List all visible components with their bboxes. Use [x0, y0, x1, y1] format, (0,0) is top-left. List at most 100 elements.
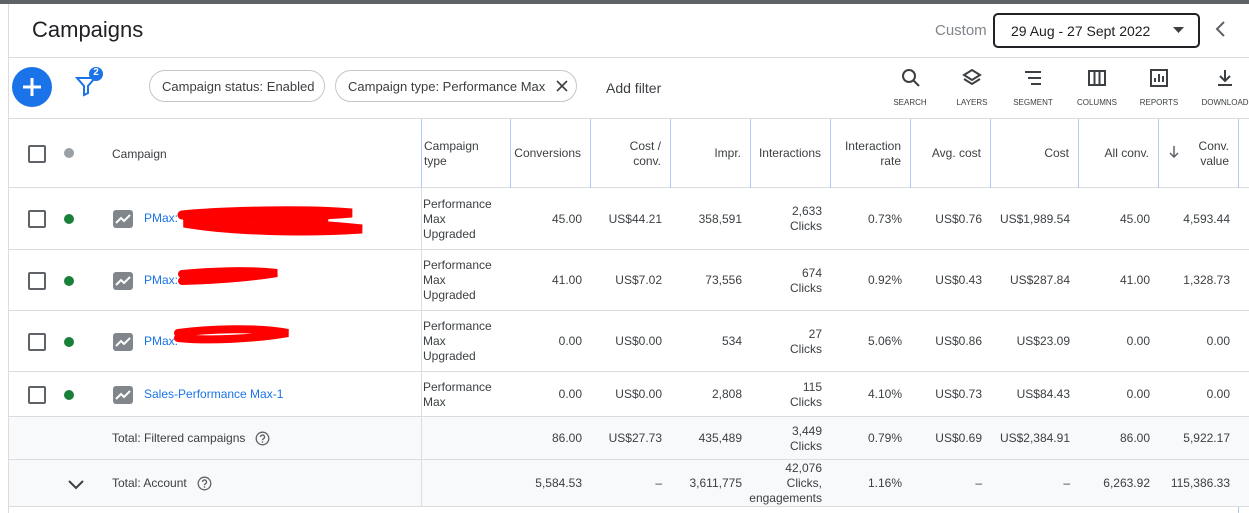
- back-button[interactable]: [1213, 20, 1227, 38]
- tool-button[interactable]: SEARCH: [880, 68, 940, 107]
- header-label: Impr.: [714, 146, 741, 160]
- metric-value: –: [975, 476, 982, 490]
- campaign-row: [9, 372, 1249, 417]
- metric-value: 45.00: [551, 211, 582, 226]
- column-header[interactable]: Interactions: [753, 119, 821, 188]
- column-header[interactable]: Impr.: [673, 119, 741, 188]
- metric-value: 0.00: [1206, 387, 1230, 401]
- checkbox[interactable]: [28, 332, 46, 351]
- column-header[interactable]: Interaction rate: [833, 119, 901, 188]
- header-label: Conversions: [514, 146, 581, 160]
- metric-cell: 3,449 Clicks: [750, 417, 822, 460]
- header-label: Campaign type: [424, 138, 479, 168]
- metric-value: 0.92%: [867, 273, 902, 287]
- column-header[interactable]: Conversions: [513, 119, 581, 188]
- metric-cell: US$44.21: [590, 188, 662, 250]
- metric-value: 5.06%: [867, 334, 902, 348]
- column-separator: [830, 119, 831, 188]
- metric-cell: US$0.73: [910, 372, 982, 417]
- metric-cell: 0.79%: [830, 417, 902, 460]
- tool-label: SEARCH: [893, 98, 927, 107]
- metric-cell: 115,386.33: [1158, 460, 1230, 507]
- metric-cell: 115 Clicks: [750, 372, 822, 417]
- header-label: Conv. value: [1198, 138, 1229, 168]
- header-label: Cost / conv.: [629, 138, 661, 168]
- metric-cell: 4,593.44: [1158, 188, 1230, 250]
- checkbox[interactable]: [28, 385, 46, 404]
- metric-value: 0.00: [1206, 334, 1230, 348]
- filter-count: 2: [93, 67, 99, 78]
- metric-cell: 45.00: [1078, 188, 1150, 250]
- metric-line: 42,076: [785, 461, 822, 475]
- metric-cell: 0.00: [1078, 372, 1150, 417]
- checkbox[interactable]: [28, 210, 46, 228]
- campaign-name[interactable]: Sales-Performance Max-1: [144, 386, 284, 401]
- filter-button[interactable]: [74, 66, 108, 100]
- tool-button[interactable]: REPORTS: [1129, 68, 1189, 107]
- campaign-name[interactable]: PMax:: [144, 272, 179, 287]
- metric-cell: 2,633 Clicks: [750, 188, 822, 250]
- tool-button[interactable]: SEGMENT: [1003, 68, 1063, 107]
- tool-button[interactable]: DOWNLOAD: [1195, 68, 1249, 107]
- column-header[interactable]: Campaign: [112, 147, 167, 161]
- header-label: Interactions: [758, 146, 821, 160]
- metric-cell: US$0.86: [910, 311, 982, 372]
- tool-button[interactable]: LAYERS: [942, 68, 1002, 107]
- column-separator: [421, 119, 422, 188]
- column-header[interactable]: Conv. value: [1161, 119, 1229, 188]
- tool-label: DOWNLOAD: [1201, 98, 1249, 107]
- metric-cell: –: [590, 460, 662, 507]
- divider: [9, 118, 1249, 119]
- metric-value: US$0.00: [615, 387, 662, 401]
- metric-value: US$0.69: [935, 431, 982, 445]
- campaign-name[interactable]: PMax:: [144, 333, 179, 348]
- metric-value: US$2,384.91: [999, 431, 1070, 445]
- campaign-icon-svg: [113, 385, 133, 404]
- metric-cell: 0.00: [1158, 311, 1230, 372]
- metric-line: Clicks,: [786, 476, 822, 490]
- metric-value: 0.73%: [867, 211, 902, 226]
- campaign-name[interactable]: PMax:: [144, 211, 179, 225]
- metric-line: 2,633: [791, 204, 822, 218]
- tool-button[interactable]: COLUMNS: [1067, 68, 1127, 107]
- checkbox[interactable]: [28, 271, 46, 290]
- metric-cell: US$27.73: [590, 417, 662, 460]
- column-separator: [421, 188, 422, 250]
- column-header[interactable]: Cost: [993, 119, 1069, 188]
- metric-line: 3,449: [791, 423, 822, 438]
- metric-cell: 42,076 Clicks, engagements: [749, 460, 822, 507]
- type-text: Performance Max Upgraded: [423, 319, 492, 363]
- date-picker[interactable]: 29 Aug - 27 Sept 2022: [993, 13, 1200, 48]
- campaign-icon: [113, 209, 133, 234]
- checkbox[interactable]: [28, 145, 46, 163]
- add-filter[interactable]: Add filter: [606, 80, 662, 96]
- metric-line: 27: [808, 326, 822, 341]
- metric-value: US$1,989.54: [999, 211, 1070, 226]
- help-icon: [255, 431, 270, 451]
- add-button[interactable]: [12, 67, 54, 109]
- metric-value: 0.00: [558, 387, 582, 401]
- column-header[interactable]: Campaign type: [424, 119, 501, 188]
- campaign-icon: [113, 271, 133, 296]
- header-label: All conv.: [1104, 146, 1149, 160]
- metric-cell: 45.00: [510, 188, 582, 250]
- chip-remove[interactable]: [556, 80, 568, 92]
- campaign-type: Performance Max Upgraded: [423, 311, 493, 372]
- left-border: [8, 4, 9, 513]
- metric-value: 5,584.53: [535, 476, 582, 490]
- tool-label: COLUMNS: [1076, 98, 1117, 107]
- filter-chip[interactable]: Campaign status: Enabled: [149, 70, 325, 102]
- metric-value: –: [1063, 476, 1070, 490]
- metric-cell: US$0.00: [590, 372, 662, 417]
- metric-line: 115: [802, 379, 822, 394]
- metric-cell: 0.00: [510, 311, 582, 372]
- metric-cell: US$23.09: [990, 311, 1070, 372]
- metric-cell: 358,591: [670, 188, 742, 250]
- filter-chip[interactable]: Campaign type: Performance Max: [335, 70, 577, 102]
- column-header[interactable]: Avg. cost: [913, 119, 981, 188]
- column-header[interactable]: All conv.: [1081, 119, 1149, 188]
- column-header[interactable]: Cost / conv.: [593, 119, 661, 188]
- top-bar: [0, 0, 1249, 4]
- divider: [9, 57, 1249, 58]
